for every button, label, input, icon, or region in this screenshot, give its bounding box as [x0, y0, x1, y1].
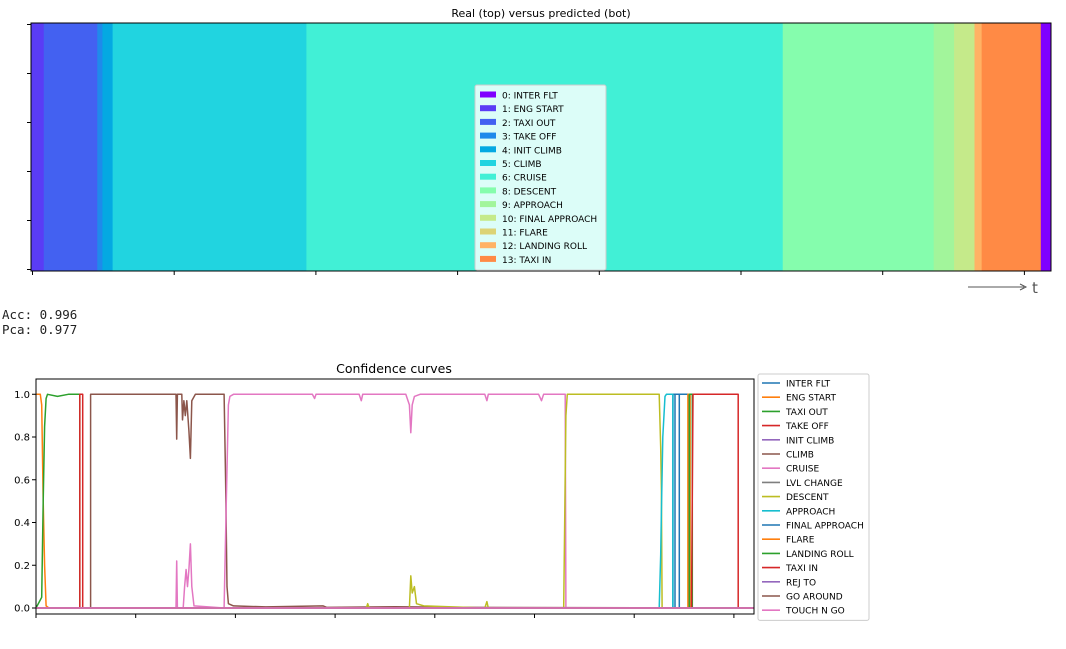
- conf-series-flare: [36, 393, 754, 609]
- phase-segment-12: [974, 23, 983, 271]
- legend-swatch-9: [480, 201, 496, 208]
- conf-legend-label: APPROACH: [786, 507, 835, 517]
- conf-series-cruise: [36, 393, 754, 609]
- legend-label-11: 11: FLARE: [502, 229, 548, 239]
- conf-legend-label: LVL CHANGE: [786, 479, 843, 489]
- top-legend-box: [474, 84, 607, 271]
- conf-chart-title: Confidence curves: [336, 361, 452, 376]
- conf-series-taxi-out: [36, 393, 754, 609]
- legend-label-5: 5: CLIMB: [502, 160, 542, 170]
- conf-legend-label: CRUISE: [786, 465, 819, 475]
- conf-y-tick-label: 0.8: [14, 433, 30, 444]
- conf-series-final-approach: [36, 393, 754, 609]
- conf-series-taxi-in: [36, 393, 754, 609]
- conf-series-take-off: [36, 393, 754, 609]
- phase-segment-0: [1040, 23, 1052, 271]
- legend-label-1: 1: ENG START: [502, 105, 564, 115]
- conf-series-approach: [36, 393, 754, 609]
- confidence-curves-chart: Confidence curves 0.0 0.2 0.4 0.6 0.8 1.0 INT…: [14, 361, 870, 621]
- legend-swatch-6: [480, 173, 496, 180]
- conf-legend-label: TAXI OUT: [785, 408, 828, 418]
- conf-legend-label: INIT CLIMB: [786, 436, 834, 446]
- pca-line: Pca: 0.977: [2, 322, 77, 337]
- top-chart-frame: [30, 22, 1052, 272]
- acc-line: Acc: 0.996: [2, 307, 77, 322]
- legend-swatch-8: [480, 187, 496, 194]
- legend-swatch-11: [480, 228, 496, 235]
- time-axis-label: t: [1032, 279, 1038, 297]
- conf-chart-frame: [35, 378, 755, 615]
- conf-series-descent: [36, 393, 754, 609]
- pca-label: Pca:: [2, 322, 33, 337]
- phase-segment-4: [102, 23, 114, 271]
- conf-y-tick-label: 0.6: [14, 475, 30, 486]
- legend-label-8: 8: DESCENT: [502, 187, 557, 197]
- legend-label-12: 12: LANDING ROLL: [502, 242, 587, 252]
- conf-legend-label: REJ TO: [786, 578, 816, 588]
- legend-label-6: 6: CRUISE: [502, 174, 547, 184]
- conf-y-tick-label: 1.0: [14, 390, 30, 401]
- top-chart-title: Real (top) versus predicted (bot): [451, 7, 630, 20]
- conf-legend-label: FLARE: [786, 536, 815, 546]
- legend-label-3: 3: TAKE OFF: [502, 133, 556, 143]
- conf-legend-label: FINAL APPROACH: [786, 522, 864, 532]
- legend-swatch-0: [480, 91, 496, 98]
- pca-value: 0.977: [39, 322, 78, 337]
- legend-swatch-12: [480, 242, 496, 249]
- real-vs-predicted-chart: Real (top) versus predicted (bot) 0: INT…: [27, 7, 1052, 297]
- legend-label-10: 10: FINAL APPROACH: [502, 215, 597, 225]
- acc-label: Acc:: [2, 307, 33, 322]
- legend-swatch-1: [480, 105, 496, 112]
- phase-segment-13: [981, 23, 1042, 271]
- acc-value: 0.996: [39, 307, 78, 322]
- legend-swatch-13: [480, 255, 496, 262]
- conf-series-eng-start: [36, 393, 754, 609]
- legend-swatch-2: [480, 118, 496, 125]
- conf-legend-label: GO AROUND: [786, 593, 843, 603]
- conf-series-inter-flt: [36, 393, 754, 609]
- conf-legend-label: DESCENT: [786, 493, 829, 503]
- legend-swatch-3: [480, 132, 496, 139]
- conf-series-climb: [36, 393, 754, 609]
- metrics-output: Acc: 0.996 Pca: 0.977: [2, 307, 77, 337]
- legend-swatch-5: [480, 160, 496, 166]
- phase-segment-5: [112, 23, 307, 271]
- conf-y-tick-label: 0.2: [14, 561, 30, 572]
- legend-swatch-4: [480, 146, 496, 153]
- conf-y-tick-label: 0.4: [14, 518, 30, 529]
- phase-segment-1: [31, 23, 45, 271]
- phase-segment-3: [97, 23, 103, 271]
- phase-segment-2: [43, 23, 98, 271]
- conf-legend-label: INTER FLT: [786, 380, 831, 390]
- conf-y-tick-label: 0.0: [14, 604, 30, 615]
- phase-segment-10: [954, 23, 975, 271]
- conf-legend-label: TOUCH N GO: [785, 607, 845, 617]
- conf-legend-label: ENG START: [786, 394, 837, 404]
- legend-label-9: 9: APPROACH: [502, 201, 563, 211]
- legend-label-13: 13: TAXI IN: [502, 256, 551, 266]
- time-axis-arrowhead-icon: [1019, 283, 1028, 291]
- legend-label-2: 2: TAXI OUT: [502, 119, 556, 129]
- legend-label-0: 0: INTER FLT: [502, 92, 558, 102]
- phase-segment-8: [782, 23, 935, 271]
- legend-swatch-10: [480, 214, 496, 221]
- conf-legend-label: LANDING ROLL: [786, 550, 854, 560]
- conf-legend-label: TAXI IN: [785, 564, 818, 574]
- conf-series-landing-roll: [36, 393, 754, 609]
- conf-legend-box: [757, 373, 870, 621]
- legend-label-4: 4: INIT CLIMB: [502, 146, 562, 156]
- phase-segment-9: [933, 23, 955, 271]
- conf-legend-label: CLIMB: [786, 451, 814, 461]
- conf-legend-label: TAKE OFF: [785, 422, 829, 432]
